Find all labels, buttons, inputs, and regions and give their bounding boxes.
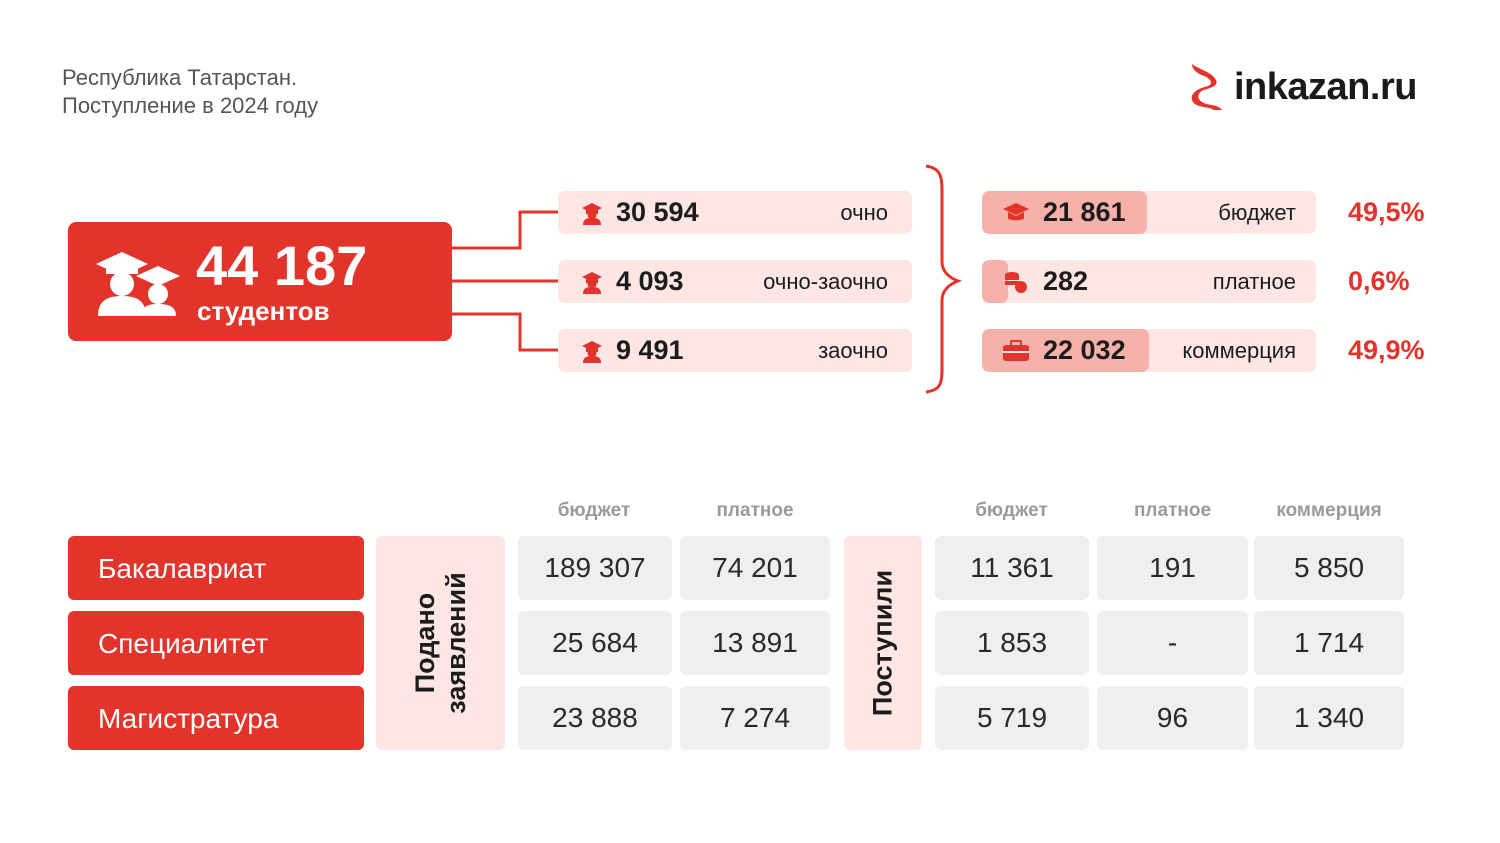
- enrolled-cell: 5 719: [935, 686, 1089, 750]
- enrolled-cell: 11 361: [935, 536, 1089, 600]
- enrolled-cell: 191: [1097, 536, 1248, 600]
- applied-cell: 13 891: [680, 611, 830, 675]
- financing-box: 22 032 коммерция: [982, 329, 1316, 372]
- applied-cell: 7 274: [680, 686, 830, 750]
- briefcase-icon: [1002, 339, 1030, 363]
- row-label: Специалитет: [68, 611, 364, 675]
- enrolled-col-header-budget: бюджет: [975, 500, 1048, 521]
- financing-value: 282: [1043, 266, 1089, 296]
- applied-cell: 189 307: [518, 536, 672, 600]
- enrolled-cell: 5 850: [1254, 536, 1404, 600]
- financing-box: 282 платное: [982, 260, 1316, 303]
- logo[interactable]: inkazan.ru: [1186, 62, 1448, 112]
- total-value: 44 187: [196, 234, 368, 297]
- applied-group-label: Подано заявлений: [376, 536, 505, 750]
- financing-label: бюджет: [1218, 200, 1296, 225]
- enrolled-cell: 1 340: [1254, 686, 1404, 750]
- applied-group-text: Подано заявлений: [409, 572, 471, 714]
- applied-cell: 74 201: [680, 536, 830, 600]
- enrolled-cell: 96: [1097, 686, 1248, 750]
- financing-share-bar: [982, 260, 1008, 303]
- enrolled-cell: -: [1097, 611, 1248, 675]
- row-label-text: Магистратура: [98, 703, 279, 734]
- financing-percent: 49,5%: [1348, 197, 1425, 227]
- title-line-1: Республика Татарстан.: [62, 65, 298, 90]
- study-form-box: 30 594 очно: [558, 191, 912, 234]
- row-label-text: Бакалавриат: [98, 553, 267, 584]
- row-label: Магистратура: [68, 686, 364, 750]
- study-form-label: очно-заочно: [763, 269, 888, 294]
- enrolled-group-label: Поступили: [844, 536, 922, 750]
- coins-icon: [1002, 270, 1030, 294]
- student-icon: [580, 201, 604, 225]
- financing-value: 22 032: [1043, 335, 1126, 365]
- study-form-value: 4 093: [616, 266, 684, 296]
- study-form-label: очно: [840, 200, 888, 225]
- study-form-value: 30 594: [616, 197, 699, 227]
- total-students-box: 44 187 студентов: [68, 222, 452, 341]
- total-label: студентов: [197, 296, 330, 326]
- logo-text: inkazan.ru: [1234, 66, 1417, 108]
- applied-cell: 23 888: [518, 686, 672, 750]
- applied-col-header-budget: бюджет: [557, 500, 631, 521]
- applied-col-header-paid: платное: [716, 500, 794, 521]
- curly-brace: [925, 164, 963, 394]
- enrolled-cell: 1 714: [1254, 611, 1404, 675]
- enrolled-cell: 1 853: [935, 611, 1089, 675]
- financing-share-bar: [982, 191, 1147, 234]
- study-form-box: 4 093 очно-заочно: [558, 260, 912, 303]
- study-form-value: 9 491: [616, 335, 684, 365]
- financing-percent: 0,6%: [1348, 266, 1410, 296]
- financing-box: 21 861 бюджет: [982, 191, 1316, 234]
- title-line-2: Поступление в 2024 году: [62, 93, 319, 118]
- graduation-cap-icon: [1002, 201, 1030, 225]
- applied-cell: 25 684: [518, 611, 672, 675]
- row-label: Бакалавриат: [68, 536, 364, 600]
- row-label-text: Специалитет: [98, 628, 269, 659]
- student-icon: [580, 339, 604, 363]
- financing-label: коммерция: [1182, 338, 1296, 363]
- dragon-logo-icon: [1191, 64, 1222, 110]
- enrolled-col-header-paid: платное: [1133, 500, 1212, 521]
- financing-label: платное: [1212, 269, 1296, 294]
- student-icon: [580, 270, 604, 294]
- financing-percent: 49,9%: [1348, 335, 1425, 365]
- graduates-icon: [96, 252, 180, 316]
- study-form-label: заочно: [818, 338, 888, 363]
- enrolled-group-text: Поступили: [867, 569, 898, 717]
- financing-value: 21 861: [1043, 197, 1126, 227]
- enrolled-col-header-commerce: коммерция: [1276, 500, 1382, 521]
- study-form-box: 9 491 заочно: [558, 329, 912, 372]
